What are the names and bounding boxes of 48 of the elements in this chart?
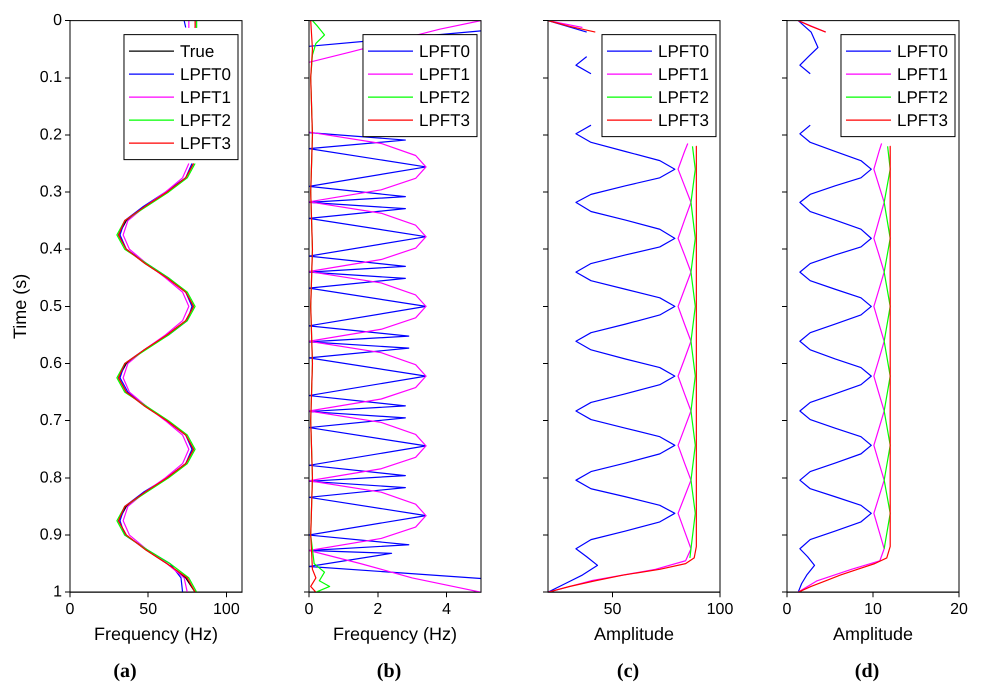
y-axis-title: Time (s) xyxy=(10,274,30,340)
y-tick-label: 0.5 xyxy=(40,298,62,315)
text: (a) xyxy=(113,660,137,682)
x-tick-label: 100 xyxy=(213,601,240,618)
text: (b) xyxy=(376,660,402,682)
legend-label: LPFT2 xyxy=(418,88,470,107)
x-axis-title: Frequency (Hz) xyxy=(332,624,458,644)
legend-label: LPFT2 xyxy=(180,110,232,130)
y-tick-label: 0.4 xyxy=(40,240,62,258)
legend-label: LPFT3 xyxy=(180,134,232,153)
x-tick-label: 0 xyxy=(304,601,314,618)
legend-label: LPFT2 xyxy=(896,88,948,107)
y-tick-label: 0.2 xyxy=(40,126,62,144)
legend-label: True xyxy=(180,42,214,61)
x-tick-label: 50 xyxy=(139,601,158,618)
y-tick-label: 0.6 xyxy=(40,354,62,372)
y-tick-label: 1 xyxy=(53,584,62,601)
legend-label: LPFT1 xyxy=(180,88,232,107)
legend-label: LPFT0 xyxy=(180,64,232,84)
y-tick-label: 0.7 xyxy=(40,412,62,430)
text: (c) xyxy=(616,660,640,682)
x-tick-label: 20 xyxy=(950,601,968,618)
y-tick-label: 0.1 xyxy=(40,69,62,86)
x-tick-label: 50 xyxy=(604,601,622,618)
legend-label: LPFT2 xyxy=(658,88,710,107)
legend-label: LPFT1 xyxy=(658,64,710,84)
x-axis-title: Frequency (Hz) xyxy=(94,624,218,644)
x-tick-label: 100 xyxy=(706,601,734,618)
legend-label: LPFT1 xyxy=(896,64,948,84)
y-tick-label: 0.9 xyxy=(40,526,62,544)
legend-label: LPFT3 xyxy=(418,110,470,130)
x-axis-title: Amplitude xyxy=(594,624,674,644)
legend-label: LPFT0 xyxy=(658,42,710,61)
x-tick-label: 10 xyxy=(864,601,882,618)
x-tick-label: 0 xyxy=(782,601,792,618)
legend-label: LPFT0 xyxy=(896,42,948,61)
y-tick-label: 0.8 xyxy=(40,469,62,486)
y-tick-label: 0.3 xyxy=(40,183,62,200)
y-tick-label: 0 xyxy=(53,12,62,30)
legend-label: LPFT3 xyxy=(658,110,710,130)
x-tick-label: 2 xyxy=(373,601,382,618)
x-axis-title: Amplitude xyxy=(832,624,914,644)
legend-label: LPFT1 xyxy=(418,64,470,84)
text: (d) xyxy=(854,660,880,682)
x-tick-label: 4 xyxy=(442,601,452,618)
legend-label: LPFT3 xyxy=(896,110,948,130)
x-tick-label: 0 xyxy=(66,601,75,618)
legend-label: LPFT0 xyxy=(418,42,470,61)
